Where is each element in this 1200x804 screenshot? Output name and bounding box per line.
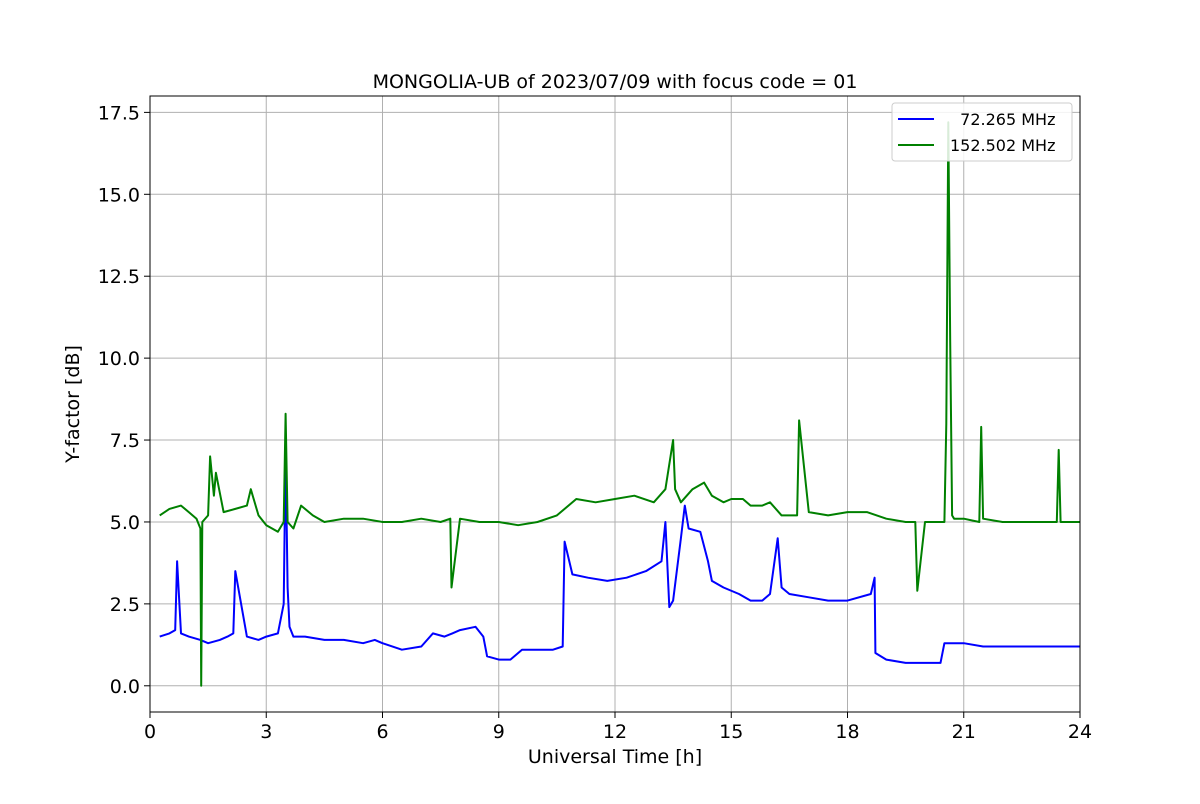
series-line-72mhz [159,448,1080,664]
y-tick-label: 15.0 [98,184,140,206]
x-axis-label: Universal Time [h] [528,746,702,768]
y-tick-label: 5.0 [110,512,140,534]
x-tick-label: 0 [144,721,156,743]
x-tick-label: 12 [603,721,627,743]
series-line-152mhz [159,121,1080,687]
series-layer [159,121,1080,687]
x-tick-label: 15 [719,721,743,743]
y-tick-label: 2.5 [110,594,140,616]
y-tick-label: 12.5 [98,266,140,288]
x-tick-label: 21 [952,721,976,743]
legend-box [891,102,1073,162]
x-axis: 0 3 6 9 12 15 18 21 24 [144,712,1092,743]
x-tick-label: 24 [1068,721,1092,743]
y-tick-label: 10.0 [98,348,140,370]
x-tick-label: 9 [493,721,505,743]
y-axis-label: Y-factor [dB] [62,345,84,464]
x-tick-label: 6 [376,721,388,743]
legend-label-152mhz: 152.502 MHz [950,136,1055,155]
y-tick-label: 0.0 [110,676,140,698]
legend-label-72mhz: 72.265 MHz [950,110,1055,129]
x-tick-label: 18 [835,721,859,743]
legend: 72.265 MHz 152.502 MHz [891,102,1073,162]
y-axis: 0.0 2.5 5.0 7.5 10.0 12.5 15.0 17.5 [98,102,150,698]
chart-title: MONGOLIA-UB of 2023/07/09 with focus cod… [373,71,858,93]
y-tick-label: 7.5 [110,430,140,452]
x-tick-label: 3 [260,721,272,743]
y-tick-label: 17.5 [98,102,140,124]
